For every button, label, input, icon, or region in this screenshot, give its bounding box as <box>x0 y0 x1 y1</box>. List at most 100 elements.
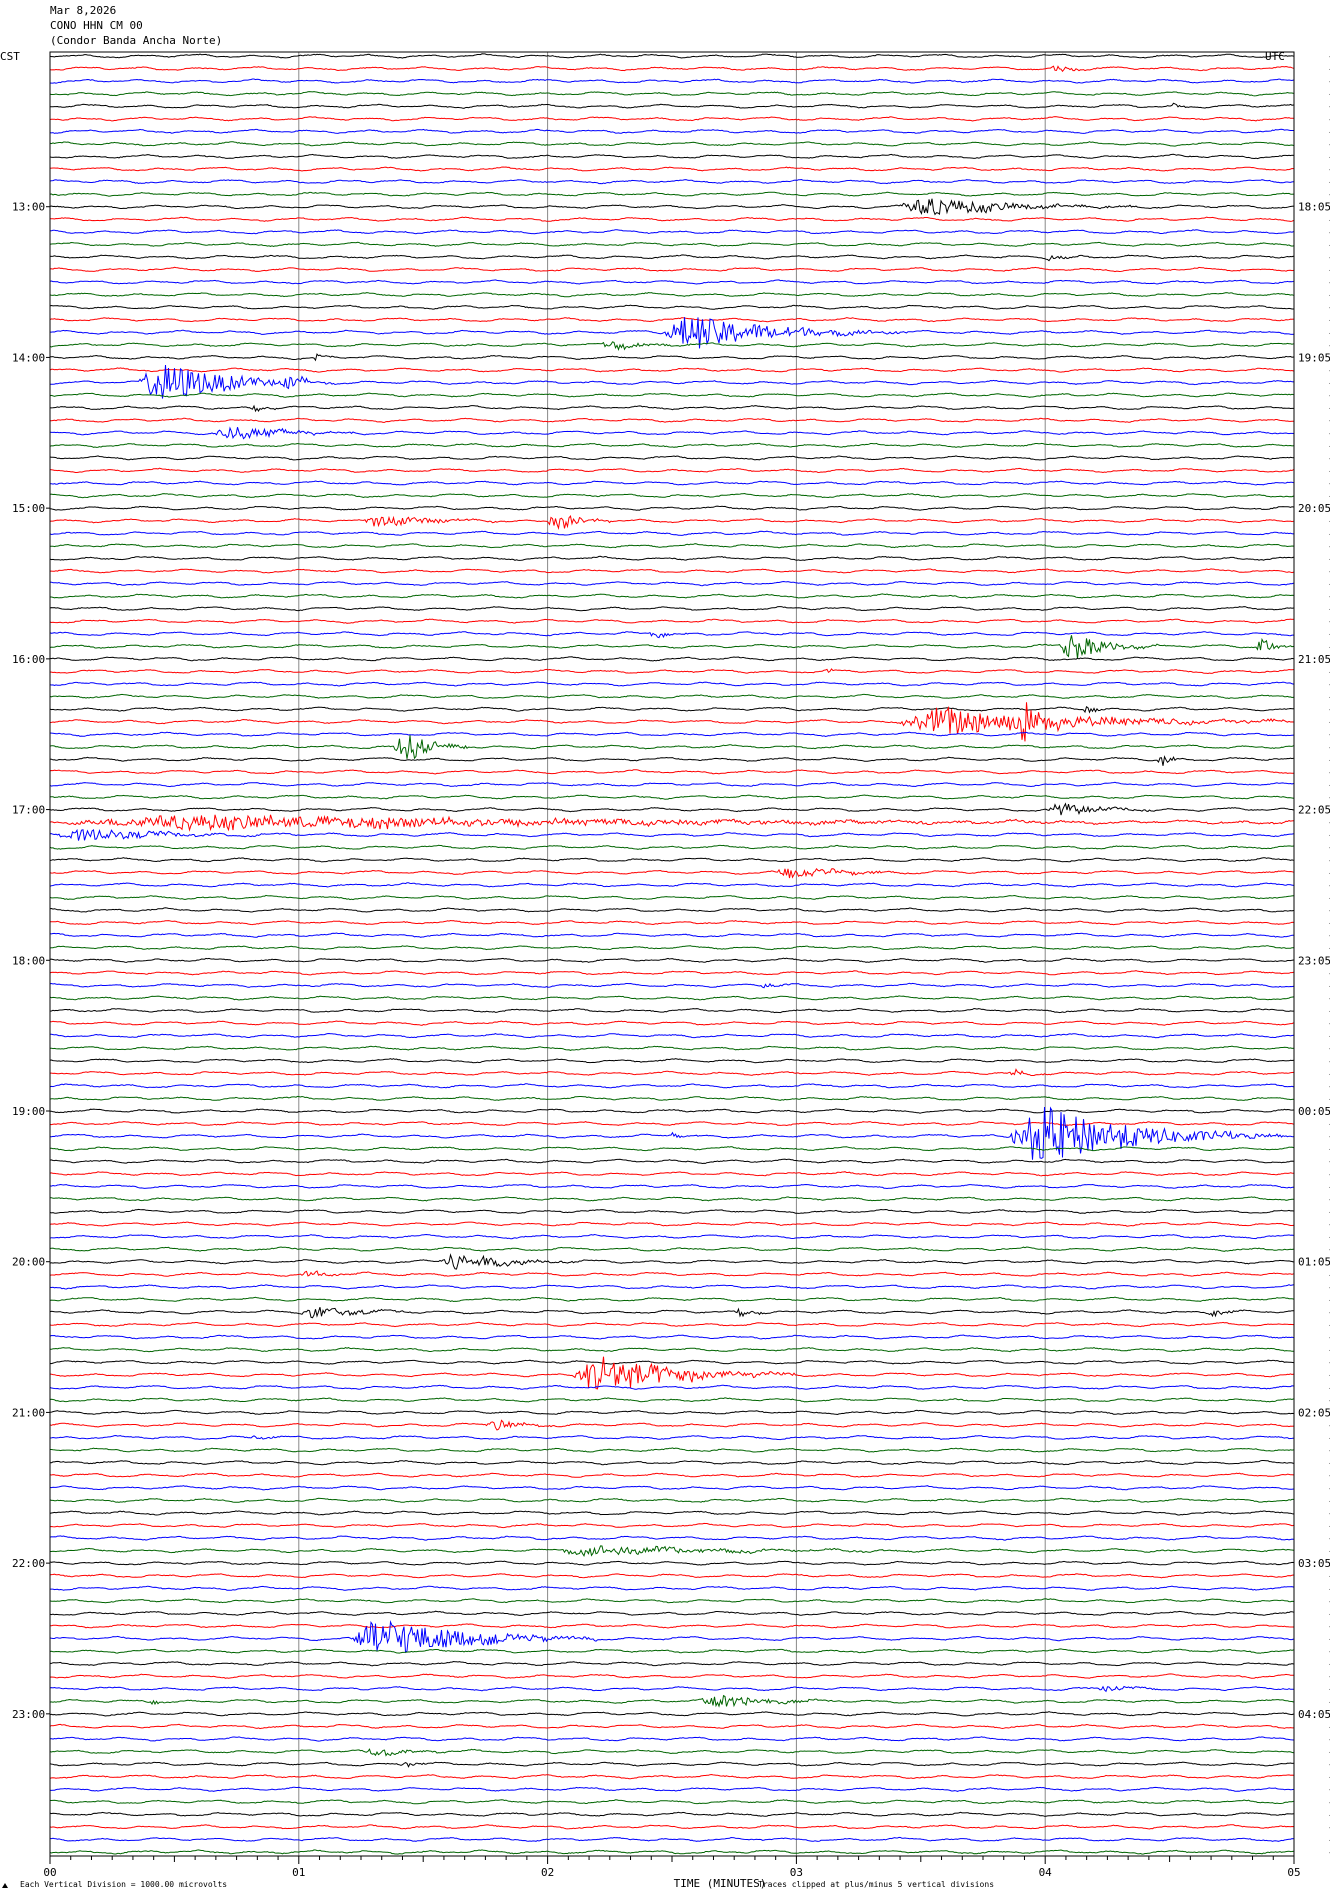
trace-offset-label: -10938 <box>1328 1446 1330 1455</box>
trace-offset-label: -10651 <box>1328 466 1330 475</box>
trace-offset-label: -10643 <box>1328 567 1330 576</box>
trace-offset-label: -10613 <box>1328 316 1330 325</box>
trace-offset-label: -10776 <box>1328 1082 1330 1091</box>
seismic-trace <box>49 1384 1294 1390</box>
seismic-trace <box>50 1020 1294 1026</box>
seismic-trace <box>49 128 1294 134</box>
seismic-trace <box>50 216 1294 222</box>
seismic-trace <box>49 681 1294 687</box>
seismic-trace <box>49 1171 1294 1177</box>
seismic-trace <box>49 970 1294 976</box>
seismic-trace <box>49 367 1294 373</box>
trace-offset-label: -10572 <box>1328 429 1330 438</box>
right-time-label: 03:05 <box>1298 1557 1330 1570</box>
header-station: CONO HHN CM 00 <box>50 19 143 32</box>
seismic-trace <box>50 317 1294 349</box>
trace-offset-label: -10668 <box>1328 642 1330 651</box>
seismic-trace <box>50 364 1294 399</box>
seismic-trace <box>49 1346 1294 1353</box>
trace-offset-label: -10688 <box>1328 605 1330 614</box>
x-axis-label: TIME (MINUTES) <box>674 1877 767 1890</box>
trace-offset-label: -10880 <box>1328 1321 1330 1330</box>
x-tick-label: 04 <box>1039 1866 1053 1879</box>
seismic-trace <box>49 1598 1294 1604</box>
seismic-trace <box>49 198 1294 216</box>
seismic-trace <box>49 982 1294 989</box>
seismic-trace <box>49 530 1294 536</box>
trace-offset-label: -10941 <box>1328 1722 1330 1731</box>
trace-offset-label: -10898 <box>1328 1333 1330 1342</box>
trace-offset-label: -10640 <box>1328 416 1330 425</box>
trace-offset-label: -10940 <box>1328 1484 1330 1493</box>
trace-offset-label: -10835 <box>1328 931 1330 940</box>
trace-offset-label: -10636 <box>1328 291 1330 300</box>
seismic-trace <box>49 1108 1294 1114</box>
seismic-trace <box>49 932 1294 938</box>
seismic-trace <box>49 1419 1294 1431</box>
seismic-trace <box>50 543 1294 549</box>
trace-offset-label: -10589 <box>1328 479 1330 488</box>
seismic-trace <box>49 668 1294 675</box>
seismic-trace <box>50 1447 1294 1453</box>
trace-offset-label: -10893 <box>1328 1396 1330 1405</box>
trace-offset-label: -10602 <box>1328 165 1330 174</box>
seismic-trace <box>49 606 1294 612</box>
seismic-trace <box>49 1685 1294 1693</box>
seismic-trace <box>49 279 1294 285</box>
right-time-label: 01:05 <box>1298 1256 1330 1269</box>
trace-offset-label: -10918 <box>1328 1496 1330 1505</box>
trace-offset-label: -10898 <box>1328 1094 1330 1103</box>
seismic-trace <box>49 995 1294 1001</box>
seismic-trace <box>49 1007 1294 1014</box>
trace-offset-label: -10784 <box>1328 818 1330 827</box>
trace-offset-label: -10908 <box>1328 1584 1330 1593</box>
trace-offset-label: -10907 <box>1328 1509 1330 1518</box>
seismic-trace <box>49 1673 1294 1679</box>
trace-offset-label: -10836 <box>1328 994 1330 1003</box>
seismic-trace <box>49 1356 1294 1390</box>
seismic-trace <box>49 426 1294 440</box>
seismic-trace <box>49 857 1294 863</box>
trace-offset-label: -10921 <box>1328 1559 1330 1568</box>
trace-offset-label: -10945 <box>1328 1710 1330 1719</box>
seismic-trace <box>49 317 1294 323</box>
trace-offset-label: -10913 <box>1328 1735 1330 1744</box>
seismic-trace <box>49 1522 1294 1529</box>
trace-offset-label: -10646 <box>1328 504 1330 513</box>
seismic-trace <box>49 91 1294 97</box>
trace-offset-label: -10875 <box>1328 768 1330 777</box>
seismic-trace <box>49 53 1294 59</box>
seismic-trace <box>49 1106 1294 1160</box>
trace-offset-label: -10809 <box>1328 969 1330 978</box>
trace-offset-label: -10918 <box>1328 1371 1330 1380</box>
seismic-trace <box>50 1146 1294 1152</box>
x-tick-label: 00 <box>43 1866 56 1879</box>
seismic-trace <box>49 1307 1294 1319</box>
trace-offset-label: -10598 <box>1328 253 1330 262</box>
trace-offset-label: -10939 <box>1328 1434 1330 1443</box>
trace-offset-label: -10045 <box>1328 1785 1330 1794</box>
seismic-trace <box>49 802 1294 816</box>
seismic-trace <box>49 442 1294 448</box>
trace-offset-label: -10605 <box>1328 90 1330 99</box>
seismic-trace <box>49 102 1294 109</box>
seismic-trace <box>49 631 1294 639</box>
x-tick-label: 02 <box>541 1866 554 1879</box>
seismic-trace <box>49 555 1294 561</box>
trace-offset-label: -10933 <box>1328 1672 1330 1681</box>
trace-offset-label: -10843 <box>1328 718 1330 727</box>
right-time-label: 22:05 <box>1298 804 1330 817</box>
trace-offset-label: -10890 <box>1328 1057 1330 1066</box>
trace-offset-label: -10918 <box>1328 1572 1330 1581</box>
seismic-trace <box>49 1623 1294 1629</box>
trace-offset-label: -10835 <box>1328 1810 1330 1819</box>
trace-offset-label: -10692 <box>1328 379 1330 388</box>
seismic-trace <box>49 781 1294 788</box>
trace-offset-label: -10662 <box>1328 542 1330 551</box>
seismic-trace <box>49 1058 1294 1064</box>
seismic-trace <box>49 392 1294 398</box>
seismic-trace <box>49 1321 1294 1328</box>
x-tick-label: 05 <box>1287 1866 1300 1879</box>
trace-offset-label: -10876 <box>1328 1107 1330 1116</box>
seismic-trace <box>49 1610 1294 1616</box>
